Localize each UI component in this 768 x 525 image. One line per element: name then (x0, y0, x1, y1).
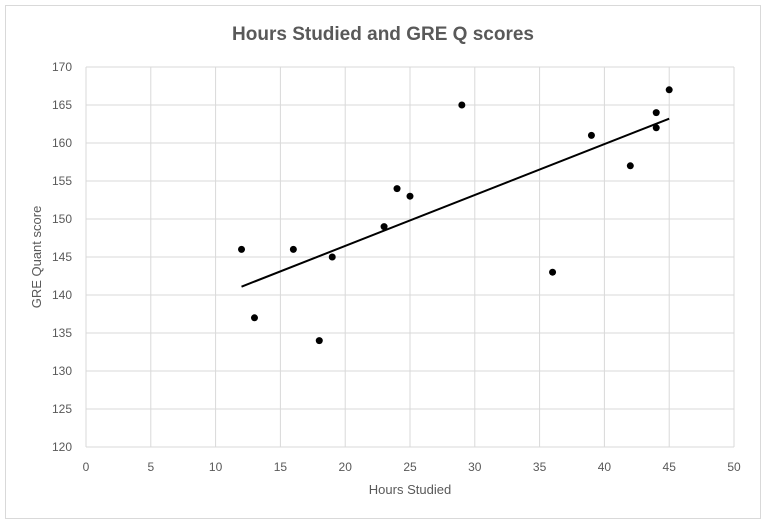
y-tick-label: 165 (52, 98, 72, 112)
x-tick-labels: 0 5 10 15 20 25 30 35 40 45 50 (83, 460, 741, 474)
y-tick-label: 135 (52, 326, 72, 340)
axes (85, 67, 734, 448)
chart-title: Hours Studied and GRE Q scores (232, 24, 534, 45)
y-tick-labels: 120 125 130 135 140 145 150 155 160 165 170 (52, 60, 72, 454)
x-tick-label: 45 (663, 460, 677, 474)
data-point (393, 185, 401, 193)
y-tick-label: 160 (52, 136, 72, 150)
data-point (406, 192, 414, 200)
x-tick-label: 35 (533, 460, 547, 474)
data-point (315, 337, 323, 345)
x-axis-label: Hours Studied (369, 482, 451, 497)
trendline-group (241, 117, 670, 288)
x-tick-label: 25 (403, 460, 417, 474)
chart-frame (5, 5, 761, 519)
data-point (458, 101, 466, 109)
y-tick-label: 155 (52, 174, 72, 188)
x-tick-label: 40 (598, 460, 612, 474)
x-tick-label: 5 (147, 460, 154, 474)
y-tick-label: 120 (52, 440, 72, 454)
grid-lines (86, 66, 735, 447)
y-axis-label: GRE Quant score (29, 206, 44, 309)
data-point (652, 109, 660, 117)
trendline (241, 117, 670, 288)
data-point (626, 162, 634, 170)
x-tick-label: 20 (339, 460, 353, 474)
x-tick-label: 50 (727, 460, 741, 474)
data-point (238, 245, 246, 253)
data-point (289, 245, 297, 253)
data-point (665, 86, 673, 94)
data-point (250, 314, 258, 322)
data-point (587, 131, 595, 139)
y-tick-label: 140 (52, 288, 72, 302)
data-point (380, 223, 388, 231)
y-tick-label: 150 (52, 212, 72, 226)
data-point (549, 268, 557, 276)
x-tick-label: 15 (274, 460, 288, 474)
y-tick-label: 130 (52, 364, 72, 378)
x-tick-label: 30 (468, 460, 482, 474)
y-tick-label: 125 (52, 402, 72, 416)
y-tick-label: 170 (52, 60, 72, 74)
y-tick-label: 145 (52, 250, 72, 264)
data-point (652, 124, 660, 132)
x-tick-label: 10 (209, 460, 223, 474)
data-point (328, 253, 336, 261)
x-tick-label: 0 (83, 460, 90, 474)
data-points (238, 86, 673, 345)
